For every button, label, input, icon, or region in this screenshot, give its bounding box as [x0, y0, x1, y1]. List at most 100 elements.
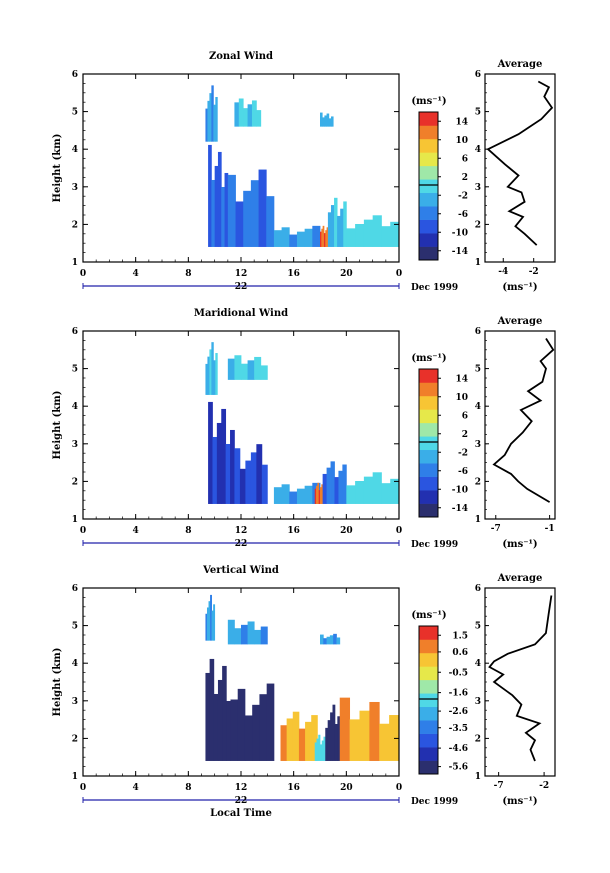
- heatmap-cell: [314, 742, 317, 761]
- heatmap-cell: [322, 117, 325, 127]
- heatmap-cell: [311, 715, 318, 761]
- colorbar-bin: [419, 192, 438, 207]
- heatmap-cell: [225, 443, 231, 504]
- heatmap-cell: [243, 108, 248, 127]
- colorbar-unit: (ms⁻¹): [411, 96, 446, 107]
- y-tick-label: 6: [72, 584, 78, 594]
- colorbar-bin: [419, 436, 438, 451]
- colorbar-bin: [419, 152, 438, 167]
- colorbar-bin: [419, 409, 438, 424]
- heatmap-cell: [296, 231, 306, 247]
- heatmap-cell: [227, 358, 235, 380]
- heatmap-cell: [273, 487, 282, 504]
- profile-y-tick-label: 1: [475, 258, 481, 268]
- colorbar-bin: [419, 733, 438, 748]
- colorbar-bin: [419, 382, 438, 397]
- colorbar-tick-label: -2.6: [449, 707, 468, 717]
- y-tick-label: 4: [72, 402, 78, 412]
- heatmap-cell: [256, 444, 263, 504]
- profile-panel: Average 1 2 3 4 5 6 -7 -2(ms⁻¹): [475, 573, 556, 807]
- heatmap-cell: [327, 720, 331, 761]
- heatmap-cell: [221, 186, 225, 247]
- x-tick-label: 0: [396, 783, 402, 793]
- heatmap-cell: [211, 342, 214, 395]
- y-tick-label: 1: [72, 515, 78, 525]
- x-tick-label: 8: [185, 783, 191, 793]
- colorbar-frame: [418, 625, 439, 775]
- date-label: Dec 1999: [411, 540, 458, 550]
- heatmap-cell: [213, 693, 219, 761]
- profile-frame: [484, 73, 556, 263]
- heatmap-cell: [326, 227, 329, 247]
- panel-title: Zonal Wind: [209, 51, 273, 62]
- heatmap-cell: [363, 219, 374, 247]
- heatmap-cell: [316, 485, 318, 504]
- heatmap-cell: [321, 484, 324, 504]
- heatmap-cell: [250, 180, 259, 247]
- heatmap-cell: [206, 607, 209, 641]
- profile-line: [488, 595, 553, 762]
- heatmap-cell: [245, 460, 252, 504]
- colorbar-tick-label: 1.5: [452, 631, 468, 641]
- y-tick-label: 2: [72, 220, 78, 230]
- heatmap-cell: [323, 736, 326, 761]
- colorbar-bin: [419, 639, 438, 654]
- heatmap-cell: [325, 727, 329, 761]
- heatmap-cell: [261, 464, 268, 504]
- y-tick-label: 6: [72, 327, 78, 337]
- profile-title: Average: [497, 573, 543, 584]
- colorbar-bin: [419, 179, 438, 194]
- colorbar-tick-label: -0.5: [449, 668, 468, 678]
- heatmap-cell: [217, 679, 223, 761]
- profile-y-tick-label: 2: [475, 477, 481, 487]
- heatmap-cell: [326, 113, 330, 127]
- heatmap-cell: [324, 115, 327, 127]
- heatmap-cell: [372, 215, 382, 247]
- heatmap-cell: [259, 694, 268, 761]
- y-tick-label: 2: [72, 734, 78, 744]
- colorbar-tick-label: 2: [462, 430, 468, 440]
- x-tick-label: 16: [287, 783, 300, 793]
- heatmap-cell: [244, 715, 253, 761]
- heatmap-cell: [333, 633, 337, 645]
- heatmap-cell: [207, 356, 210, 395]
- heatmap-cell: [226, 700, 231, 761]
- heatmap-cell: [298, 728, 306, 761]
- profile-y-tick-label: 6: [475, 70, 481, 80]
- heatmap-cell: [254, 629, 262, 645]
- heatmap-cell: [213, 604, 216, 641]
- heatmap-cell: [234, 355, 242, 380]
- heatmap-cell: [320, 744, 323, 761]
- x-tick-label: 16: [287, 526, 300, 536]
- colorbar-bin: [419, 747, 438, 761]
- heatmap-cell: [266, 196, 275, 247]
- x-tick-label: 0: [80, 783, 86, 793]
- profile-title: Average: [497, 316, 543, 327]
- profile-y-tick-label: 2: [475, 220, 481, 230]
- heatmap-cell: [280, 725, 288, 761]
- heatmap-cell: [227, 619, 235, 645]
- profile-x-label: (ms⁻¹): [502, 282, 537, 293]
- heatmap-cell: [321, 740, 324, 761]
- heatmap-cell: [334, 724, 338, 761]
- y-tick-label: 5: [72, 622, 78, 632]
- colorbar-bin: [419, 125, 438, 140]
- heatmap-cells: [205, 594, 400, 761]
- colorbar-bin: [419, 233, 438, 247]
- heatmap-cell: [363, 476, 374, 504]
- heatmap-cell: [338, 470, 343, 504]
- heatmap-cell: [330, 205, 335, 247]
- y-tick-label: 3: [72, 697, 78, 707]
- heatmap-cell: [343, 201, 347, 247]
- heatmap-cell: [340, 208, 344, 247]
- heatmap-cell: [205, 613, 208, 641]
- heatmap-cell: [329, 635, 334, 645]
- heatmap-cell: [327, 212, 332, 247]
- colorbar-tick-label: -6: [458, 210, 468, 220]
- colorbar-bin: [419, 679, 438, 694]
- colorbar: (ms⁻¹) 1.5 0.6 -0.5 -1.6 -2.6 -3.5 -4.6 -5.6: [411, 610, 468, 775]
- heatmap-cell: [323, 638, 327, 645]
- profile-y-tick-label: 5: [475, 365, 481, 375]
- heatmap-cell: [234, 628, 242, 645]
